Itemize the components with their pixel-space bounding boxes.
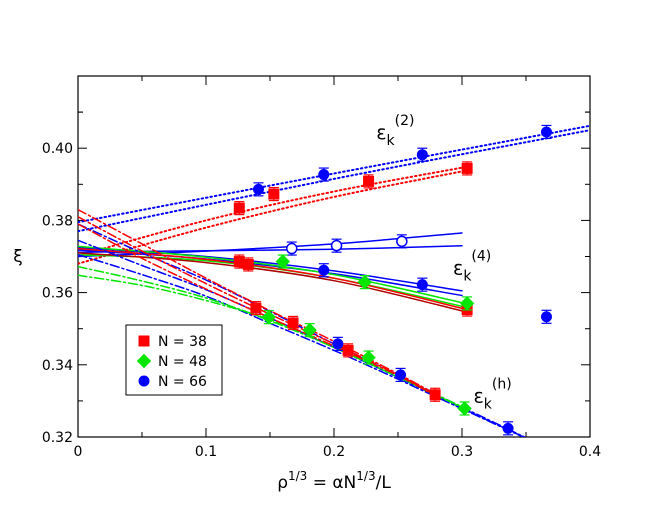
legend-label: N = 48 — [158, 354, 207, 370]
data-point-circle — [318, 264, 330, 276]
fit-curve-dashdot — [78, 253, 525, 437]
y-tick-label: 0.32 — [42, 430, 73, 446]
fit-curve-dashdot — [78, 223, 527, 437]
data-point-square — [242, 258, 254, 270]
data-point-circle — [332, 338, 344, 350]
data-point-square — [429, 389, 441, 401]
legend-label: N = 38 — [158, 334, 207, 350]
data-point-circle — [396, 235, 408, 248]
x-tick-label: 0.3 — [451, 444, 473, 460]
legend-marker-diamond — [136, 353, 152, 369]
fit-curve-solid — [78, 247, 470, 311]
data-point-circle — [395, 369, 407, 381]
data-point-diamond — [261, 309, 276, 325]
data-point-square — [268, 188, 280, 200]
data-point-square — [287, 317, 299, 329]
data-point-square — [233, 202, 245, 214]
data-point-circle — [540, 126, 552, 138]
legend-marker-circle — [138, 375, 150, 387]
x-axis-label: ρ1/3 = αN1/3/L — [277, 469, 391, 493]
epsilon-2-label: εk(2) — [376, 113, 414, 149]
y-tick-label: 0.38 — [42, 213, 73, 229]
y-tick-label: 0.36 — [42, 286, 73, 302]
y-axis-label: ξ — [13, 247, 22, 267]
fit-curve-solid — [78, 252, 470, 314]
epsilon-h-label: εk(h) — [474, 377, 512, 413]
data-point-circle — [252, 183, 264, 195]
data-point-circle — [416, 149, 428, 161]
data-point-circle — [330, 239, 343, 252]
legend-marker-square — [138, 335, 150, 347]
legend: N = 38 N = 48 N = 66 — [125, 324, 223, 396]
data-point-diamond — [459, 296, 475, 311]
data-point-square — [461, 162, 473, 174]
data-point-circle — [318, 169, 330, 181]
fit-curve-dot — [78, 129, 590, 233]
data-point-diamond — [302, 322, 317, 338]
data-point-square — [363, 175, 375, 187]
fit-curve-dot — [78, 124, 590, 224]
x-tick-label: 0.1 — [195, 444, 217, 460]
curve-annotations: εk(2) εk(4) εk(h) — [376, 113, 511, 413]
data-point-circle — [416, 279, 428, 291]
y-tick-label: 0.34 — [42, 358, 73, 374]
axis-ticks: 0 0.1 0.2 0.3 0.4 0.32 0.34 0.36 0.38 0.40 — [42, 75, 601, 460]
data-point-circle — [286, 242, 298, 255]
data-point-diamond — [361, 350, 376, 365]
fit-curve-solid — [78, 245, 470, 305]
data-point-diamond — [275, 254, 291, 269]
x-tick-label: 0.2 — [323, 444, 345, 460]
y-tick-label: 0.40 — [42, 141, 73, 157]
x-tick-label: 0 — [74, 444, 83, 460]
data-point-diamond — [457, 401, 472, 416]
data-markers — [233, 124, 552, 436]
data-point-circle — [540, 311, 552, 323]
data-point-circle — [502, 422, 514, 434]
x-tick-label: 0.4 — [579, 444, 601, 460]
data-point-diamond — [357, 274, 372, 290]
data-point-square — [250, 302, 262, 314]
legend-label: N = 66 — [158, 374, 207, 390]
data-point-square — [342, 344, 354, 356]
epsilon-4-label: εk(4) — [453, 249, 491, 285]
